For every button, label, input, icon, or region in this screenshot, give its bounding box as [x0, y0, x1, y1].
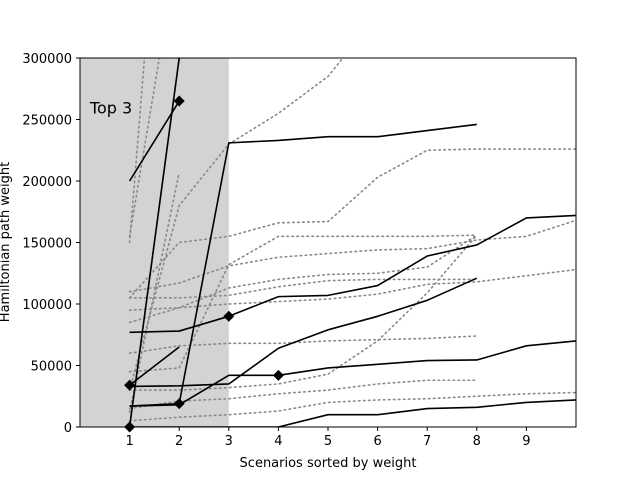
solid-series-line	[129, 346, 180, 386]
dotted-series-line	[128, 58, 146, 244]
dotted-series-line	[128, 335, 478, 355]
solid-series-line	[128, 58, 180, 427]
axes: 1 2 3 4 5 6 7 8 9 0 50000 100000 150000 200000 250000 3…	[22, 52, 577, 449]
x-tick-label: 5	[324, 434, 332, 449]
y-tick-label: 100000	[22, 298, 72, 313]
x-tick-label: 9	[522, 434, 530, 449]
solid-series-line	[129, 123, 477, 407]
dotted-series-line	[128, 148, 576, 299]
y-tick-label: 200000	[22, 175, 72, 190]
dotted-series-line	[128, 234, 478, 373]
x-tick-label: 8	[473, 434, 481, 449]
diamond-marker	[272, 369, 284, 381]
y-tick-label: 300000	[22, 52, 72, 67]
diamond-marker	[124, 379, 136, 391]
y-axis-label: Hamiltonian path weight	[0, 162, 13, 322]
x-tick-label: 1	[125, 434, 133, 449]
plot-area	[80, 58, 576, 433]
dotted-series-line	[128, 58, 344, 391]
x-tick-label: 6	[373, 434, 381, 449]
series-group	[128, 58, 576, 427]
solid-series-line	[129, 277, 478, 388]
dotted-series-line	[128, 379, 478, 410]
y-tick-label: 250000	[22, 114, 72, 129]
dotted-series-line	[128, 268, 576, 311]
solid-series-line	[129, 340, 576, 407]
dotted-series-line	[128, 234, 478, 391]
x-tick-label: 4	[274, 434, 282, 449]
x-tick-label: 3	[225, 434, 233, 449]
y-tick-label: 50000	[31, 360, 72, 375]
y-tick-label: 0	[64, 421, 72, 436]
x-tick-label: 2	[175, 434, 183, 449]
dotted-series-line	[128, 58, 161, 238]
annotation-top3: Top 3	[89, 98, 132, 117]
dotted-series-line	[128, 234, 478, 324]
dotted-series-line	[128, 278, 478, 299]
diamond-marker	[173, 398, 185, 410]
dotted-series-line	[128, 171, 180, 414]
diamond-marker	[223, 310, 235, 322]
solid-series-line	[129, 399, 576, 427]
y-tick-label: 150000	[22, 237, 72, 252]
solid-series-line	[129, 214, 576, 334]
diamond-marker	[173, 95, 185, 107]
dotted-series-line	[128, 391, 576, 422]
x-axis-label: Scenarios sorted by weight	[240, 456, 417, 471]
x-tick-label: 7	[423, 434, 431, 449]
